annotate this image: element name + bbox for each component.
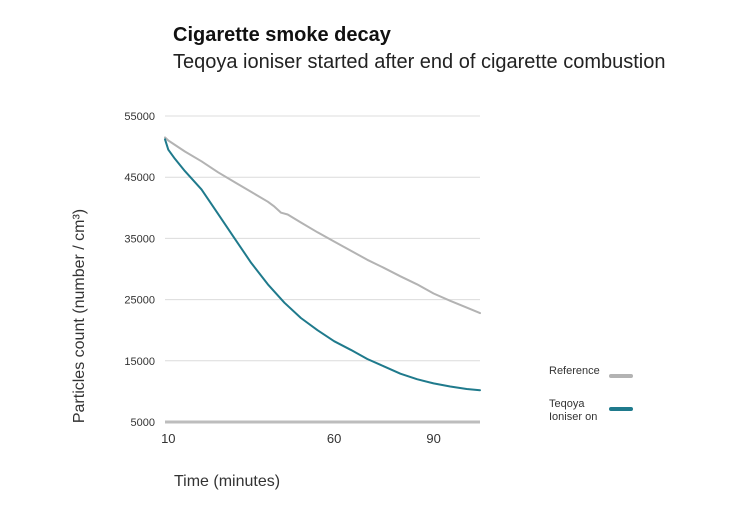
y-tick-label: 5000 [131,417,155,429]
y-tick-label: 55000 [124,111,155,123]
legend-label: Reference [549,365,600,377]
legend-label: Ioniser on [549,411,597,423]
y-tick-label: 35000 [124,233,155,245]
x-tick-label: 10 [161,431,175,446]
legend-label: Teqoya [549,398,585,410]
series-layer [164,136,481,392]
y-axis-title: Particles count (number / cm³) [71,209,88,423]
y-axis-ticks: 5000 15000 25000 35000 45000 55000 [124,111,155,429]
y-tick-label: 25000 [124,295,155,307]
x-tick-label: 90 [426,431,440,446]
x-tick-label: 60 [327,431,341,446]
y-tick-label: 45000 [124,172,155,184]
series-line-teqoya [164,138,481,392]
chart-subtitle: Teqoya ioniser started after end of ciga… [173,51,666,73]
chart-title: Cigarette smoke decay [173,24,391,46]
x-axis-ticks: 10 60 90 [161,431,441,446]
x-axis-title: Time (minutes) [174,473,280,490]
grid-layer [165,115,480,424]
series-line-reference [164,136,481,315]
y-tick-label: 15000 [124,356,155,368]
